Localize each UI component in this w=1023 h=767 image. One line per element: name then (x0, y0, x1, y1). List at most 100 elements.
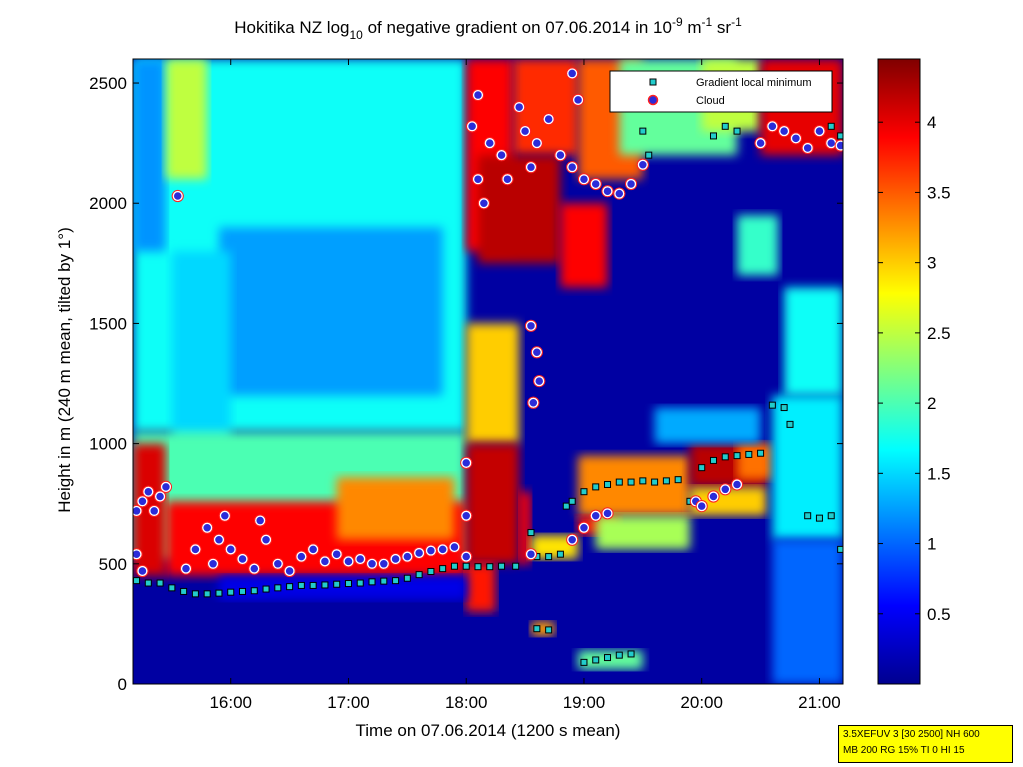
cloud-point (425, 545, 437, 556)
gradient-minimum-point (498, 562, 506, 570)
cloud-point (137, 496, 148, 507)
gradient-minimum-point (356, 579, 364, 587)
cloud-point-edge (577, 173, 591, 186)
cloud-point (296, 551, 307, 562)
cloud-point-edge (477, 197, 490, 210)
cloud-point (180, 563, 192, 574)
heatmap-region (466, 563, 496, 612)
cloud-point (531, 137, 543, 149)
legend-box (609, 70, 833, 113)
gradient-minimum-point (639, 477, 647, 485)
heatmap-region (772, 539, 843, 684)
cloud-point-edge (206, 557, 220, 570)
cloud-point-edge (636, 158, 649, 171)
cloud-point (137, 565, 148, 577)
cloud-point-edge (354, 552, 367, 566)
cloud-point-edge (236, 552, 249, 566)
cloud-point-edge (212, 533, 226, 546)
gradient-minimum-point (380, 577, 388, 585)
cloud-point (767, 121, 778, 132)
cloud-point (307, 544, 319, 555)
cloud-point (578, 173, 590, 185)
gradient-minimum-point (368, 578, 376, 586)
cloud-point-edge (436, 543, 449, 556)
cloud-point-edge (778, 125, 791, 138)
gradient-minimum-point (604, 654, 612, 662)
cloud-point (625, 178, 637, 190)
info-line-1: 3.5XEFUV 3 [30 2500] NH 600 (843, 729, 980, 740)
plot-frame (132, 58, 844, 685)
gradient-minimum-point (662, 477, 670, 485)
cloud-point-edge (495, 149, 508, 162)
gradient-minimum-point (615, 478, 623, 486)
heatmap-region (466, 443, 520, 564)
gradient-minimum-point (827, 512, 835, 520)
x-axis: 16:00 17:00 18:00 19:00 20:00 21:00 (209, 59, 841, 712)
x-tick-label: 19:00 (563, 693, 606, 712)
cloud-point (590, 510, 601, 521)
cloud-point (219, 510, 231, 521)
cloud-point-edge (259, 533, 273, 546)
cloud-point (708, 491, 719, 502)
cloud-point (472, 89, 484, 101)
cloud-point (133, 548, 142, 560)
cloud-point (190, 544, 201, 555)
cloud-point (272, 558, 284, 570)
cloud-point (460, 510, 472, 521)
cloud-point-edge (577, 521, 591, 534)
cloud-point (502, 173, 513, 185)
x-axis-label: Time on 07.06.2014 (1200 s mean) (356, 721, 621, 740)
cloud-point-edge (159, 480, 173, 493)
cloud-point (133, 505, 142, 517)
cloud-point (519, 125, 531, 137)
gradient-minimum-point (474, 563, 482, 571)
cloud-point-edge (460, 509, 473, 522)
cloud-point-edge (524, 161, 538, 174)
plot-area (133, 59, 843, 684)
heatmap-region (133, 59, 166, 252)
cloud-point (566, 68, 578, 79)
gradient-minimum-point (486, 563, 494, 571)
cloud-point (578, 522, 590, 533)
x-tick-label: 17:00 (327, 693, 370, 712)
gradient-minimum-point (580, 658, 588, 666)
cloud-point-edge (171, 189, 184, 203)
gradient-minimum-point (545, 626, 553, 634)
gradient-minimum-point (815, 514, 823, 522)
gradient-minimum-point (837, 132, 843, 140)
cloud-point (143, 486, 154, 497)
gradient-minimum-point (786, 420, 794, 428)
gradient-minimum-point (733, 452, 741, 460)
heatmap-region (171, 251, 231, 444)
cloud-point (237, 553, 248, 565)
gradient-minimum-point (698, 464, 706, 472)
gradient-minimum-point (580, 488, 588, 496)
cloud-point-edge (518, 125, 532, 138)
cloud-point (814, 125, 825, 137)
gradient-minimum-point (604, 480, 612, 488)
colorbar-tick-label: 2.5 (927, 324, 951, 343)
cloud-point (566, 534, 578, 546)
cloud-point-edge (460, 550, 473, 563)
gradient-minimum-point (462, 562, 470, 570)
gradient-minimum-point (768, 401, 776, 409)
cloud-point-edge (566, 67, 579, 80)
gradient-minimum-point (709, 132, 717, 140)
cloud-point-edge (148, 504, 161, 518)
cloud-point (755, 137, 766, 149)
cloud-point (148, 505, 160, 517)
cloud-point (260, 534, 272, 546)
cloud-point (525, 320, 537, 332)
cloud-point-edge (471, 88, 485, 102)
cloud-point-edge (133, 548, 143, 561)
cloud-point-edge (624, 177, 638, 191)
cloud-point (154, 491, 166, 502)
cloud-point (331, 548, 342, 560)
gradient-minimum-point (627, 650, 635, 658)
cloud-point (543, 113, 554, 125)
cloud-point (284, 565, 295, 577)
cloud-point-edge (224, 543, 237, 556)
cloud-point (225, 544, 236, 555)
cloud-point (413, 547, 425, 559)
cloud-point (572, 94, 584, 106)
